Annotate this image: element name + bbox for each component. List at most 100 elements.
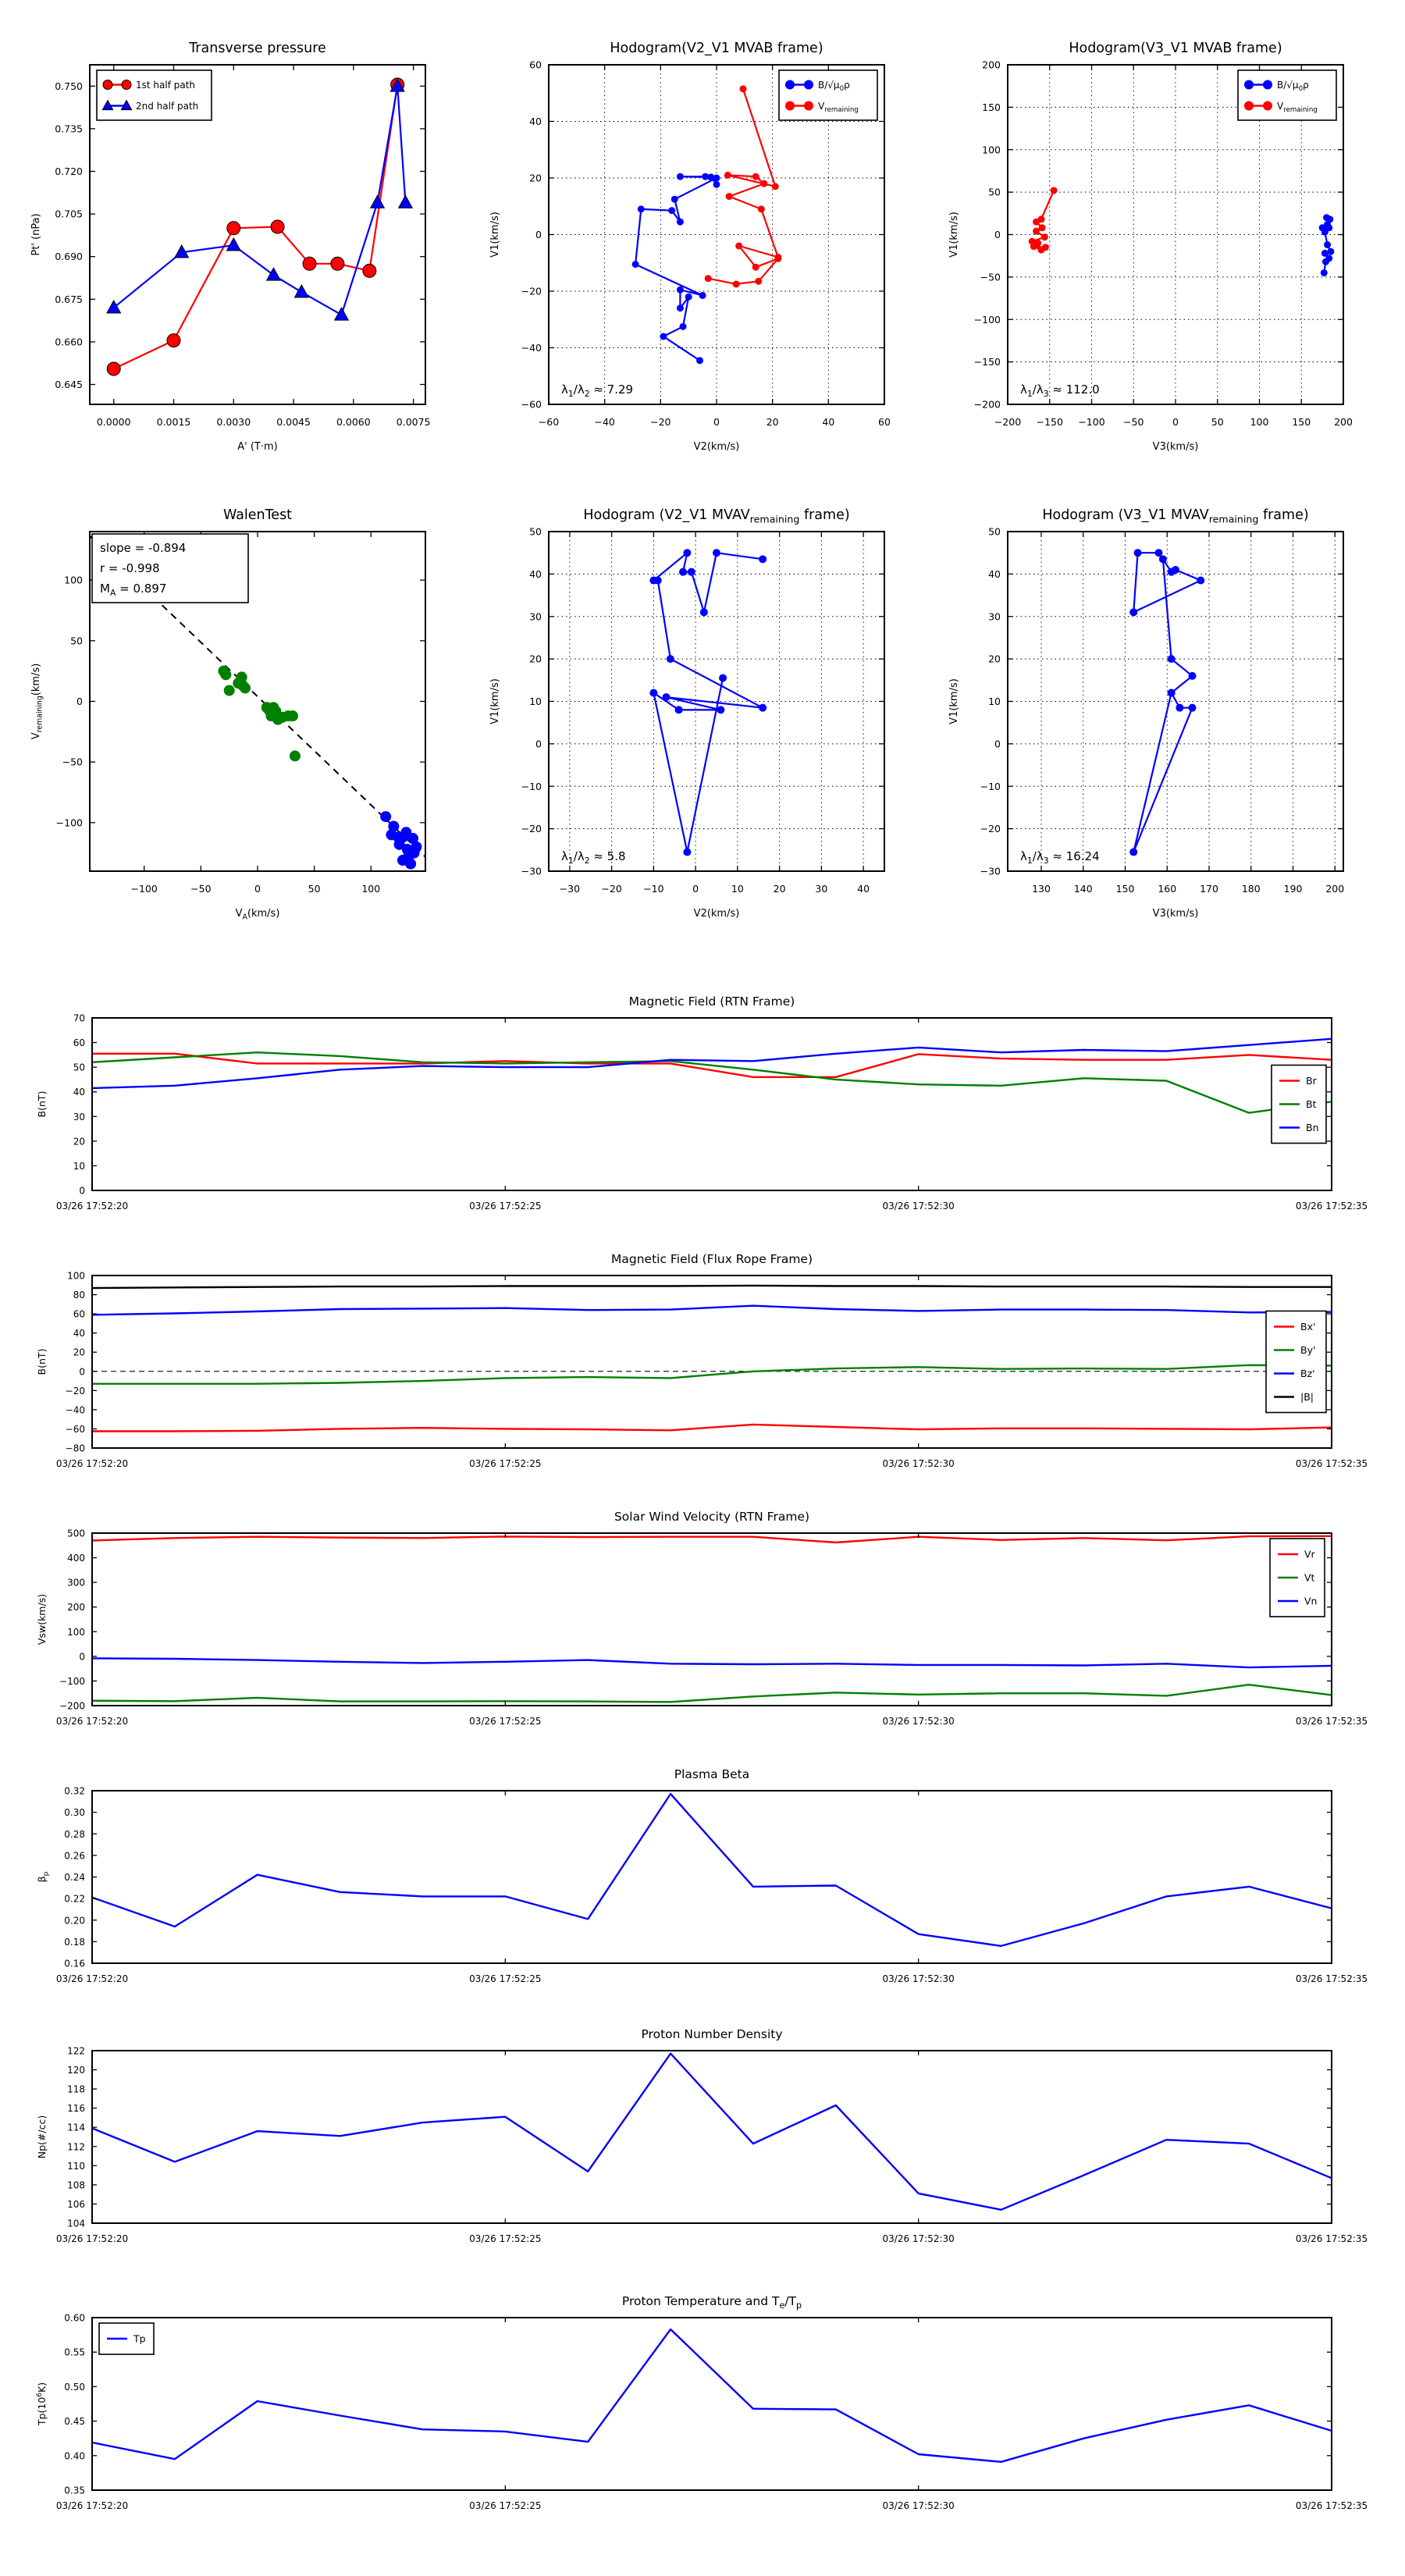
svg-text:V1(km/s): V1(km/s) <box>489 678 501 724</box>
svg-text:Proton Temperature and Te/Tp: Proton Temperature and Te/Tp <box>622 2294 802 2311</box>
svg-text:−200: −200 <box>994 416 1021 428</box>
svg-text:50: 50 <box>988 187 1001 198</box>
svg-text:180: 180 <box>1242 883 1261 895</box>
svg-text:10: 10 <box>529 696 542 707</box>
svg-text:106: 106 <box>67 2199 85 2210</box>
svg-text:0: 0 <box>692 883 699 895</box>
svg-text:0.735: 0.735 <box>55 123 83 134</box>
svg-text:−60: −60 <box>66 1424 85 1435</box>
svg-text:40: 40 <box>73 1087 85 1098</box>
svg-text:Vsw(km/s): Vsw(km/s) <box>36 1594 48 1645</box>
svg-text:0.22: 0.22 <box>64 1894 85 1905</box>
svg-text:Magnetic Field (Flux Rope Fram: Magnetic Field (Flux Rope Frame) <box>611 1252 813 1266</box>
svg-text:03/26 17:52:25: 03/26 17:52:25 <box>469 1973 541 1984</box>
svg-text:Hodogram(V2_V1 MVAB frame): Hodogram(V2_V1 MVAB frame) <box>610 41 823 56</box>
svg-text:−100: −100 <box>59 1676 85 1687</box>
svg-text:0.0045: 0.0045 <box>276 416 311 428</box>
svg-text:60: 60 <box>73 1037 85 1048</box>
svg-text:V1(km/s): V1(km/s) <box>948 212 960 258</box>
svg-text:Bn: Bn <box>1306 1122 1319 1133</box>
svg-text:03/26 17:52:25: 03/26 17:52:25 <box>469 1458 541 1469</box>
svg-text:122: 122 <box>67 2046 85 2057</box>
svg-text:0.675: 0.675 <box>55 294 83 305</box>
svg-text:30: 30 <box>73 1112 85 1123</box>
svg-text:120: 120 <box>67 2065 85 2076</box>
svg-text:0: 0 <box>79 1651 85 1662</box>
svg-text:WalenTest: WalenTest <box>223 507 292 523</box>
svg-text:Np(#/cc): Np(#/cc) <box>36 2115 48 2158</box>
svg-text:Hodogram (V3_V1 MVAVremaining: Hodogram (V3_V1 MVAVremaining frame) <box>1042 507 1308 525</box>
svg-text:110: 110 <box>67 2161 85 2172</box>
svg-text:Hodogram (V2_V1 MVAVremaining: Hodogram (V2_V1 MVAVremaining frame) <box>583 507 849 525</box>
svg-text:40: 40 <box>988 568 1001 580</box>
svg-text:−20: −20 <box>521 286 542 297</box>
svg-text:0: 0 <box>535 229 542 240</box>
svg-text:0.16: 0.16 <box>64 1959 85 1969</box>
svg-text:0: 0 <box>713 416 720 428</box>
svg-text:30: 30 <box>529 610 542 622</box>
chart-magnetic-field-flux-rope: 03/26 17:52:20 03/26 17:52:25 03/26 17:52:… <box>36 1252 1368 1469</box>
svg-text:03/26 17:52:25: 03/26 17:52:25 <box>469 2233 541 2244</box>
svg-text:−150: −150 <box>974 356 1001 368</box>
svg-text:100: 100 <box>67 1627 85 1638</box>
svg-text:03/26 17:52:35: 03/26 17:52:35 <box>1296 1458 1368 1469</box>
svg-text:03/26 17:52:30: 03/26 17:52:30 <box>883 2500 955 2511</box>
svg-text:40: 40 <box>529 116 542 127</box>
svg-text:03/26 17:52:35: 03/26 17:52:35 <box>1296 1716 1368 1727</box>
chart-hodogram-v2v1-mvab: −60 −40 −20 0 20 40 60 −60 −40 −20 0 20 40 60 Hodogram… <box>489 41 891 453</box>
svg-text:A' (T·m): A' (T·m) <box>237 441 277 453</box>
svg-text:0.45: 0.45 <box>64 2416 85 2427</box>
svg-text:Tp: Tp <box>133 2333 146 2345</box>
chart-proton-temperature: 03/26 17:52:20 03/26 17:52:25 03/26 17:52:… <box>36 2294 1368 2511</box>
svg-text:0.690: 0.690 <box>55 251 83 262</box>
svg-text:MA = 0.897: MA = 0.897 <box>100 582 166 598</box>
svg-text:−50: −50 <box>62 756 83 768</box>
svg-text:Vremaining: Vremaining <box>818 101 859 114</box>
svg-text:0.0030: 0.0030 <box>216 416 251 428</box>
svg-text:03/26 17:52:20: 03/26 17:52:20 <box>56 1716 128 1727</box>
chart-walen-test: −100 −50 0 50 100 −100 −50 0 50 100 WalenTest VA(km… <box>30 507 426 922</box>
svg-text:30: 30 <box>815 883 827 895</box>
svg-text:200: 200 <box>1334 416 1353 428</box>
svg-text:500: 500 <box>67 1528 85 1539</box>
svg-text:1st half path: 1st half path <box>136 80 195 91</box>
svg-text:100: 100 <box>982 144 1001 155</box>
svg-text:60: 60 <box>529 59 542 71</box>
svg-text:By': By' <box>1300 1344 1315 1356</box>
svg-text:V2(km/s): V2(km/s) <box>694 908 740 920</box>
svg-text:03/26 17:52:30: 03/26 17:52:30 <box>883 1716 955 1727</box>
svg-text:Br: Br <box>1306 1075 1318 1087</box>
svg-text:190: 190 <box>1284 883 1303 895</box>
chart-hodogram-v3v1-mvav: 130 140 150 160 170 180 190 200 −30 −20 −10 0 10 20 30… <box>948 507 1344 920</box>
svg-text:−60: −60 <box>539 416 559 428</box>
svg-text:0.720: 0.720 <box>55 165 83 177</box>
chart-proton-number-density: 03/26 17:52:20 03/26 17:52:25 03/26 17:52:… <box>36 2027 1368 2244</box>
svg-text:03/26 17:52:25: 03/26 17:52:25 <box>469 2500 541 2511</box>
svg-text:0.645: 0.645 <box>55 379 83 390</box>
svg-text:03/26 17:52:30: 03/26 17:52:30 <box>883 2233 955 2244</box>
svg-text:0.750: 0.750 <box>55 80 83 92</box>
svg-text:03/26 17:52:30: 03/26 17:52:30 <box>883 1201 955 1212</box>
svg-text:−40: −40 <box>66 1404 85 1415</box>
svg-text:Bt: Bt <box>1306 1098 1317 1110</box>
svg-text:100: 100 <box>361 883 380 895</box>
svg-text:0: 0 <box>994 738 1001 749</box>
svg-text:0.60: 0.60 <box>64 2313 85 2324</box>
svg-text:slope = -0.894: slope = -0.894 <box>100 541 186 555</box>
svg-text:−100: −100 <box>56 817 83 828</box>
svg-text:160: 160 <box>1158 883 1176 895</box>
svg-text:112: 112 <box>67 2141 85 2152</box>
svg-text:0.18: 0.18 <box>64 1937 85 1948</box>
svg-text:100: 100 <box>67 1271 85 1282</box>
svg-text:0.0060: 0.0060 <box>336 416 371 428</box>
svg-text:V2(km/s): V2(km/s) <box>694 441 740 453</box>
svg-text:−200: −200 <box>974 399 1001 411</box>
svg-text:300: 300 <box>67 1578 85 1589</box>
svg-text:03/26 17:52:35: 03/26 17:52:35 <box>1296 1973 1368 1984</box>
svg-text:0: 0 <box>254 883 261 895</box>
svg-text:80: 80 <box>73 1290 85 1300</box>
svg-text:50: 50 <box>70 635 83 646</box>
svg-text:03/26 17:52:25: 03/26 17:52:25 <box>469 1716 541 1727</box>
svg-text:10: 10 <box>731 883 744 895</box>
